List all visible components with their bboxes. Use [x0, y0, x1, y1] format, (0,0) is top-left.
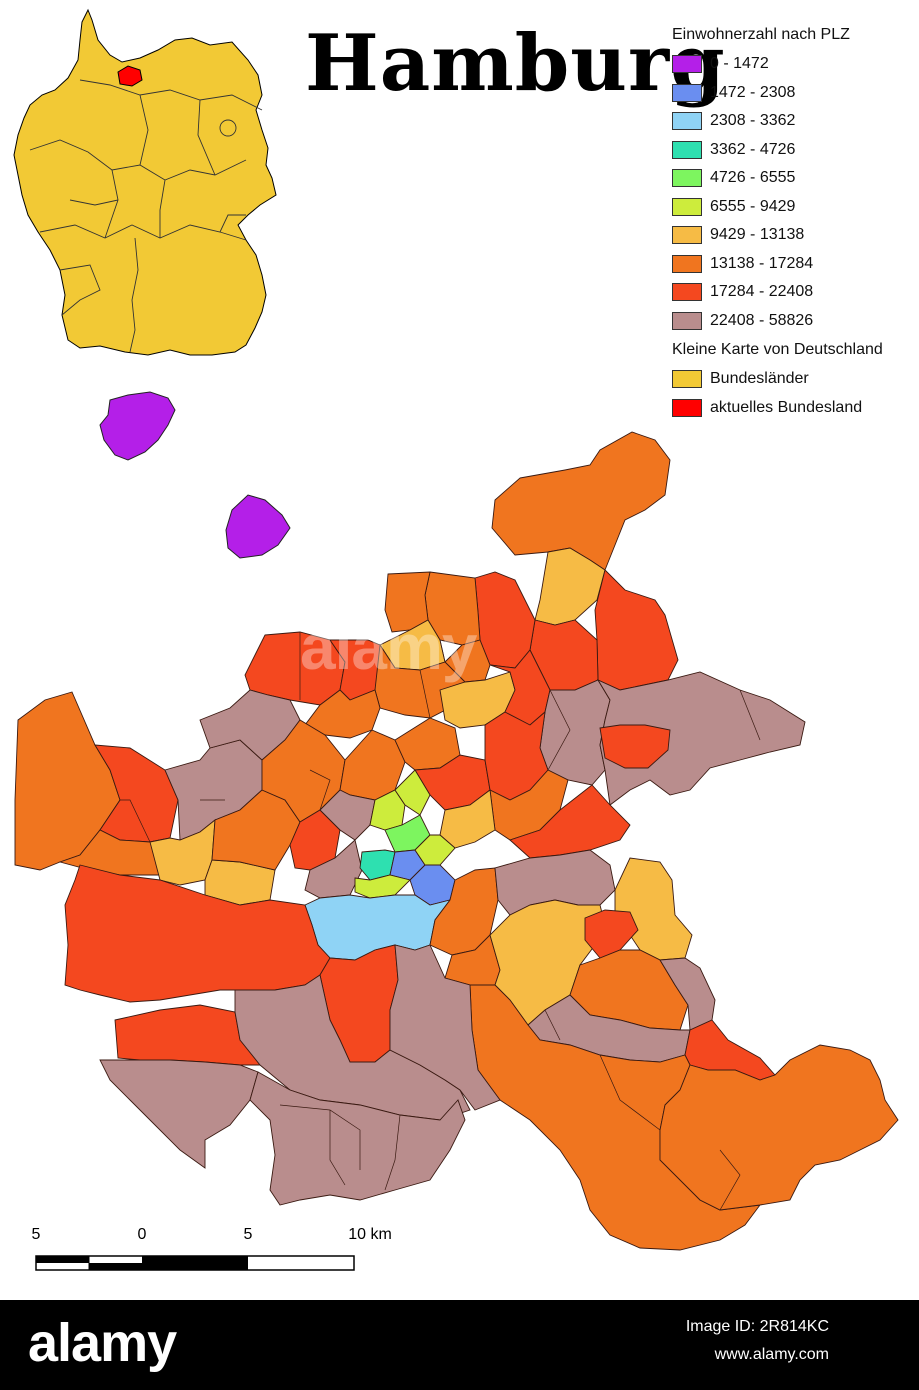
legend-class-row: 22408 - 58826	[672, 307, 919, 336]
legend-class-row: 2308 - 3362	[672, 107, 919, 136]
hamburg-highlight	[117, 65, 143, 87]
district-lines	[120, 632, 761, 1211]
hamburg-plz-map	[14, 431, 899, 1251]
legend-class-row: 13138 - 17284	[672, 250, 919, 279]
district-center-lime-b	[394, 769, 431, 816]
legend: Einwohnerzahl nach PLZ 0 - 1472 1472 - 23…	[672, 24, 919, 422]
legend-class-label: 4726 - 6555	[710, 169, 796, 187]
legend-class-swatch	[672, 283, 702, 302]
map-title: Hamburg	[305, 18, 726, 109]
legend-class-row: 9429 - 13138	[672, 221, 919, 250]
legend-overview-label: aktuelles Bundesland	[710, 398, 863, 416]
district-inner-orange-c	[489, 769, 569, 841]
map-canvas	[13, 8, 899, 1271]
district-nw-red-a	[244, 631, 346, 706]
legend-class-swatch	[672, 112, 702, 131]
legend-class-label: 22408 - 58826	[710, 311, 814, 329]
legend-class-label: 13138 - 17284	[710, 254, 814, 272]
district-bergedorf-east	[659, 1044, 899, 1211]
district-sw-red-large	[64, 864, 331, 1003]
legend-class-label: 1472 - 2308	[710, 83, 796, 101]
legend-class-swatch	[672, 254, 702, 273]
district-sw-grey-b	[389, 944, 501, 1111]
legend-class-swatch	[672, 311, 702, 330]
legend-class-label: 17284 - 22408	[710, 283, 814, 301]
district-east-grey-b	[596, 671, 806, 806]
legend-class-row: 17284 - 22408	[672, 278, 919, 307]
legend-class-swatch	[672, 140, 702, 159]
district-east-grey-a	[539, 679, 611, 786]
scale-label-2: 5	[243, 1226, 253, 1243]
legend-overview-items: Bundesländer aktuelles Bundesland	[672, 365, 919, 422]
island-scharhoern	[225, 494, 291, 559]
legend-class-label: 6555 - 9429	[710, 197, 796, 215]
legend-class-row: 6555 - 9429	[672, 193, 919, 222]
district-sw-grey-c	[99, 1059, 259, 1169]
legend-overview-swatch	[672, 398, 702, 417]
scale-bar	[35, 1255, 355, 1271]
scale-label-1: 0	[137, 1226, 147, 1243]
site-url: www.alamy.com	[714, 1346, 829, 1363]
germany-overview-map	[13, 8, 277, 356]
district-se-yellow-b	[614, 857, 693, 961]
district-se-red	[584, 909, 639, 959]
district-west-red-c	[289, 809, 341, 871]
legend-class-swatch	[672, 83, 702, 102]
legend-class-row: 3362 - 4726	[672, 136, 919, 165]
legend-class-swatch	[672, 55, 702, 74]
district-center-lime-d	[354, 874, 411, 899]
state-borders	[29, 79, 263, 353]
legend-class-row: 1472 - 2308	[672, 79, 919, 108]
brand-logo: alamy	[28, 1313, 177, 1373]
scale-bar-labels: 5 0 5 10 km	[0, 1226, 420, 1248]
legend-class-swatch	[672, 226, 702, 245]
legend-overview-label: Bundesländer	[710, 370, 809, 388]
germany-outline	[13, 8, 277, 356]
legend-class-label: 0 - 1472	[710, 55, 769, 73]
legend-population-title: Einwohnerzahl nach PLZ	[672, 26, 850, 43]
legend-class-row: 4726 - 6555	[672, 164, 919, 193]
legend-class-swatch	[672, 197, 702, 216]
image-id: Image ID: 2R814KC	[685, 1318, 829, 1335]
legend-class-swatch	[672, 169, 702, 188]
stock-footer: alamy Image ID: 2R814KC www.alamy.com	[0, 1300, 919, 1390]
legend-class-label: 9429 - 13138	[710, 226, 805, 244]
district-north-tip	[491, 431, 671, 571]
legend-overview-swatch	[672, 370, 702, 389]
legend-overview-title: Kleine Karte von Deutschland	[672, 341, 883, 358]
legend-class-row: 0 - 1472	[672, 50, 919, 79]
scale-label-0: 5	[31, 1226, 41, 1243]
legend-overview-row: Bundesländer	[672, 365, 919, 394]
legend-class-label: 3362 - 4726	[710, 140, 796, 158]
scale-label-3: 10 km	[348, 1226, 392, 1243]
district-north-yellow	[534, 547, 606, 626]
district-sw-grey-d	[249, 1071, 466, 1206]
legend-class-label: 2308 - 3362	[710, 112, 796, 130]
district-east-red	[599, 724, 671, 769]
district-north-red-east	[594, 569, 679, 691]
legend-population-classes: 0 - 1472 1472 - 2308 2308 - 3362 3362 - 472…	[672, 50, 919, 335]
island-neuwerk	[99, 391, 176, 461]
islands	[99, 391, 291, 559]
legend-overview-row: aktuelles Bundesland	[672, 394, 919, 423]
